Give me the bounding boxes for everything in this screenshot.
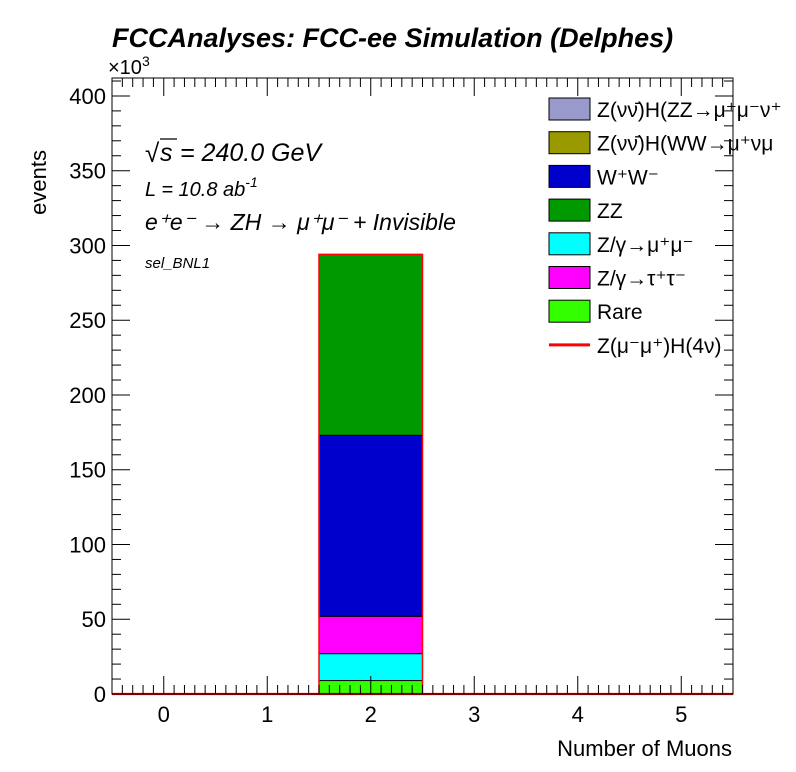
x-tick-label-5: 5 (675, 702, 687, 727)
legend-swatch-w-w (548, 164, 591, 188)
y-tick-label-300: 300 (69, 233, 106, 258)
legend-swatch-z (548, 232, 591, 256)
y-axis-label: events (26, 150, 51, 215)
x-tick-label-3: 3 (468, 702, 480, 727)
bars-group (318, 253, 424, 695)
annotations: √ s = 240.0 GeV L = 10.8 ab-1 e⁺e⁻ → ZH … (145, 138, 456, 272)
process-label: e⁺e⁻ → ZH → μ⁺μ⁻ + Invisible (145, 209, 456, 235)
luminosity: L = 10.8 ab-1 (145, 174, 258, 201)
bar-2-series-5 (318, 615, 423, 655)
legend-label-z: Z/γ→τ⁺τ⁻ (597, 268, 686, 291)
selection-label: sel_BNL1 (145, 255, 210, 272)
legend: Z(νν̄)H(ZZ→μ⁺μ⁻ν⁺ Z(νν̄)H(WW→μ⁺νμ W⁺W⁻ ZZ Z/… (548, 97, 782, 358)
y-tick-label-350: 350 (69, 159, 106, 184)
y-tick-label-400: 400 (69, 84, 106, 109)
legend-swatch-z-h-ww (548, 131, 591, 155)
plot-frame (111, 77, 734, 695)
legend-swatch-z-h-zz (548, 97, 591, 121)
bar-2-series-2 (318, 434, 423, 617)
x-tick-label-1: 1 (261, 702, 273, 727)
x-tick-label-4: 4 (572, 702, 584, 727)
y-tick-label-50: 50 (82, 607, 106, 632)
y-multiplier: ×103 (108, 53, 150, 79)
sqrt-symbol: √ (145, 138, 160, 168)
y-tick-label-100: 100 (69, 532, 106, 557)
legend-swatch-rare (548, 299, 591, 323)
legend-label-z-h-zz: Z(νν̄)H(ZZ→μ⁺μ⁻ν⁺ (597, 99, 782, 122)
legend-label-z-h-ww: Z(νν̄)H(WW→μ⁺νμ (597, 133, 773, 156)
y-tick-label-200: 200 (69, 383, 106, 408)
y-tick-label-250: 250 (69, 308, 106, 333)
x-axis-label: Number of Muons (557, 736, 732, 761)
legend-label-w-w: W⁺W⁻ (597, 166, 659, 189)
legend-label-rare: Rare (597, 301, 643, 324)
legend-swatch-zz (548, 198, 591, 222)
bar-2-series-3 (318, 253, 423, 436)
sqrt-s-var: s (160, 139, 173, 167)
legend-label-z: Z/γ→μ⁺μ⁻ (597, 234, 694, 257)
legend-label-zz: ZZ (597, 200, 623, 223)
legend-swatch-z (548, 266, 591, 289)
x-tick-label-2: 2 (365, 702, 377, 727)
y-tick-label-150: 150 (69, 458, 106, 483)
chart-title: FCCAnalyses: FCC-ee Simulation (Delphes) (112, 23, 673, 53)
y-tick-label-0: 0 (94, 682, 106, 707)
sqrt-s-value: = 240.0 GeV (180, 139, 323, 167)
legend-label-z-h-4: Z(μ⁻μ⁺)H(4ν) (597, 335, 722, 358)
x-tick-label-0: 0 (158, 702, 170, 727)
